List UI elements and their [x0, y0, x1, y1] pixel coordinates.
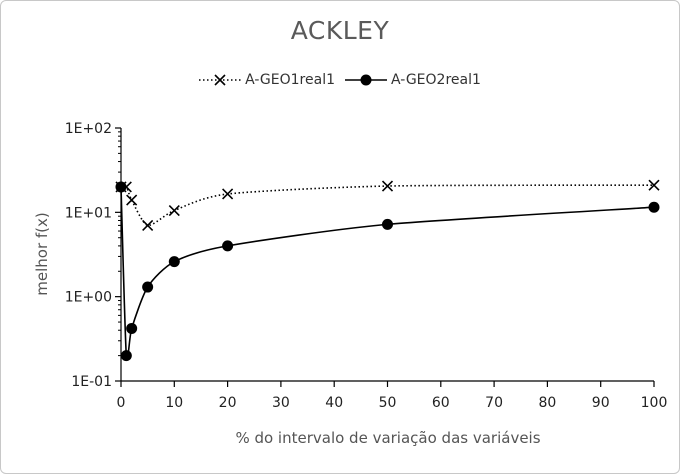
- y-tick-label: 1E+02: [65, 121, 112, 137]
- series-line-1: [120, 184, 655, 227]
- series-2-point: [648, 201, 660, 213]
- x-tick-label: 30: [272, 395, 290, 411]
- x-axis-label: % do intervalo de variação das variáveis: [235, 429, 540, 447]
- series-1-point: [126, 194, 138, 206]
- series-2-point: [126, 322, 138, 334]
- x-tick-label: 70: [485, 395, 503, 411]
- series-1-point: [142, 219, 154, 231]
- series-2-point: [382, 218, 393, 230]
- y-tick-label: 1E+00: [65, 290, 112, 306]
- legend-label-series-2: A-GEO2real1: [391, 72, 481, 88]
- x-tick-label: 100: [641, 395, 668, 411]
- chart-legend: A-GEO1real1 A-GEO2real1: [0, 72, 680, 88]
- x-tick-label: 60: [432, 395, 450, 411]
- series-2-point: [168, 256, 180, 268]
- legend-label-series-1: A-GEO1real1: [245, 72, 335, 88]
- chart-title: ACKLEY: [290, 16, 390, 45]
- series-line-2: [120, 186, 655, 361]
- series-2-point: [115, 181, 127, 193]
- y-tick-label: 1E+01: [65, 205, 112, 221]
- x-tick-label: 90: [592, 395, 610, 411]
- legend-swatch-series-2: [345, 74, 387, 86]
- series-1-point: [648, 179, 660, 191]
- series-1-point: [381, 180, 394, 192]
- x-tick-label: 40: [325, 395, 343, 411]
- series-1-point: [222, 188, 234, 200]
- series-2-point: [120, 350, 132, 362]
- x-tick-label: 80: [538, 395, 556, 411]
- series-2-point: [222, 240, 234, 252]
- y-tick-label: 1E-01: [71, 374, 112, 390]
- legend-item-series-1: A-GEO1real1: [199, 72, 335, 88]
- series-2-point: [142, 281, 154, 293]
- x-tick-label: 20: [219, 395, 237, 411]
- x-tick-label: 50: [379, 395, 397, 411]
- y-axis-label: melhor f(x): [33, 212, 51, 296]
- x-tick-label: 10: [165, 395, 183, 411]
- legend-swatch-series-1: [199, 74, 242, 86]
- legend-item-series-2: A-GEO2real1: [345, 72, 481, 88]
- series-1-point: [168, 204, 180, 217]
- x-tick-label: 0: [117, 395, 126, 411]
